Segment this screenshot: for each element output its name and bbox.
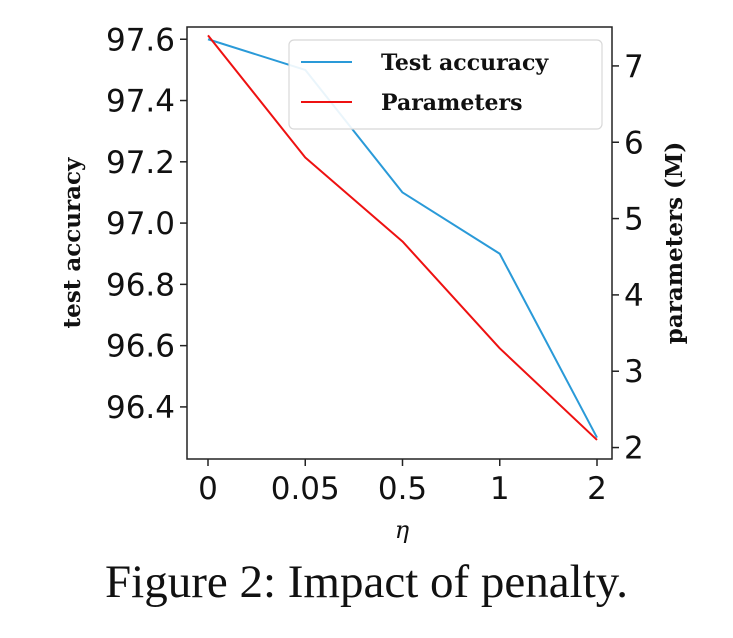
legend-box [288,39,603,130]
x-axis: 0 0.05 0.5 1 2 [198,459,607,507]
series-line-test-accuracy [207,38,598,439]
legend-label: Parameters [381,90,522,116]
left-tick-label: 97.6 [106,22,175,58]
figure-caption: Figure 2: Impact of penalty. [105,556,628,608]
x-tick-label: 0.5 [378,471,427,507]
left-tick-label: 97.2 [106,145,175,181]
x-axis-title: η [395,516,410,544]
left-tick-label: 96.8 [106,267,175,303]
chart: 96.4 96.6 96.8 97.0 97.2 97.4 97.6 2 3 4 5 6 7 0 0.0… [59,22,688,544]
right-axis: 2 3 4 5 6 7 [612,49,644,467]
x-tick-label: 2 [587,471,607,507]
left-tick-label: 96.4 [106,390,175,426]
right-tick-label: 5 [624,202,644,238]
left-axis: 96.4 96.6 96.8 97.0 97.2 97.4 97.6 [106,22,187,426]
legend: Test accuracy Parameters [288,39,603,130]
left-tick-label: 97.4 [106,84,175,120]
plot-frame [186,26,613,460]
x-tick-label: 1 [490,471,510,507]
series-lines [207,34,598,441]
legend-label: Test accuracy [381,50,549,76]
right-tick-label: 7 [624,49,644,85]
right-tick-label: 3 [624,354,644,390]
left-tick-label: 97.0 [106,206,175,242]
x-tick-label: 0.05 [271,471,340,507]
plot-area [186,26,613,460]
left-tick-label: 96.6 [106,329,175,365]
right-tick-label: 6 [624,125,644,161]
left-axis-title: test accuracy [59,157,86,328]
right-tick-label: 4 [624,278,644,314]
x-tick-label: 0 [198,471,218,507]
right-axis-title: parameters (M) [661,142,688,345]
series-line-parameters [207,34,598,441]
right-tick-label: 2 [624,431,644,467]
